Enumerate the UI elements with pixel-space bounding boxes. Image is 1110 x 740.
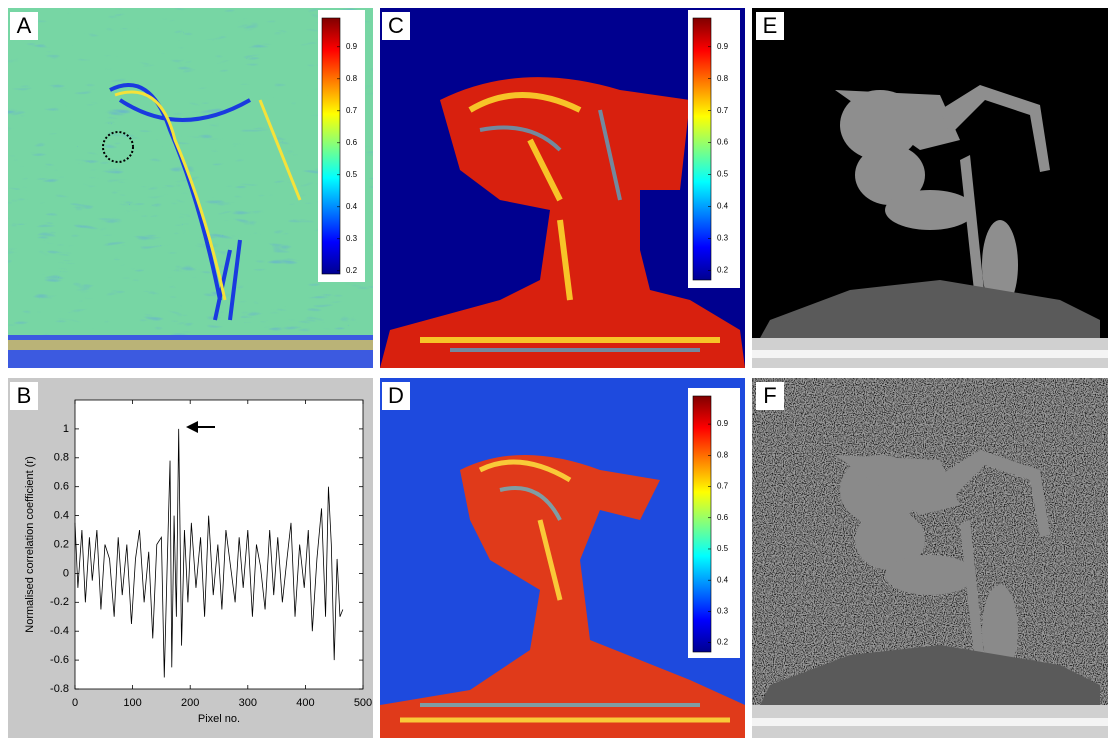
y-tick-label: -0.4 [50,625,69,637]
colorbar-tick-label: 0.5 [346,170,358,179]
y-tick-label: 0.8 [54,452,69,464]
y-tick-label: 0.4 [54,510,69,522]
panel-e-image [752,8,1108,368]
colorbar-tick-label: 0.8 [346,74,358,83]
colorbar-tick-label: 0.5 [717,544,729,553]
y-tick-label: 1 [63,423,69,435]
x-tick-label: 0 [72,697,78,709]
y-tick-label: 0 [63,567,69,579]
colorbar-tick-label: 0.3 [717,607,729,616]
colorbar-tick-label: 0.3 [346,234,358,243]
colorbar-tick-label: 0.2 [717,638,729,647]
colorbar-tick-label: 0.2 [717,266,729,275]
colorbar-tick-label: 0.7 [717,106,729,115]
colorbar [693,18,711,280]
colorbar-tick-label: 0.6 [717,513,729,522]
y-tick-label: 0.6 [54,481,69,493]
colorbar-tick-label: 0.6 [346,138,358,147]
panel-label: B [17,383,32,408]
panel-label: A [17,13,32,38]
colorbar-tick-label: 0.9 [717,42,729,51]
colorbar-tick-label: 0.4 [346,202,358,211]
x-tick-label: 500 [354,697,372,709]
colorbar [322,18,340,274]
figure: A B C D E F 0.2 0.3 0.4 0.5 0.6 0.7 0.8 0.9 0 100 200 300… [0,0,1110,740]
x-tick-label: 100 [123,697,141,709]
x-tick-label: 200 [181,697,199,709]
panel-f-image [752,378,1108,738]
panel-label: D [388,383,404,408]
colorbar-tick-label: 0.8 [717,74,729,83]
colorbar-tick-label: 0.6 [717,138,729,147]
colorbar-tick-label: 0.2 [346,266,358,275]
colorbar-tick-label: 0.8 [717,450,729,459]
colorbar-tick-label: 0.4 [717,202,729,211]
colorbar-tick-label: 0.3 [717,234,729,243]
panel-label: F [763,383,776,408]
colorbar [693,396,711,652]
colorbar-tick-label: 0.5 [717,170,729,179]
colorbar-tick-label: 0.7 [717,482,729,491]
colorbar-tick-label: 0.9 [717,419,729,428]
y-tick-label: -0.8 [50,683,69,695]
colorbar-tick-label: 0.9 [346,42,358,51]
y-tick-label: -0.6 [50,654,69,666]
colorbar-tick-label: 0.7 [346,106,358,115]
panel-label: E [763,13,778,38]
x-tick-label: 400 [296,697,314,709]
panel-label: C [388,13,404,38]
colorbar-tick-label: 0.4 [717,575,729,584]
y-tick-label: 0.2 [54,538,69,550]
x-tick-label: 300 [239,697,257,709]
y-tick-label: -0.2 [50,596,69,608]
x-axis-label: Pixel no. [198,713,240,725]
y-axis-label: Normalised correlation coefficient (r) [24,456,36,632]
